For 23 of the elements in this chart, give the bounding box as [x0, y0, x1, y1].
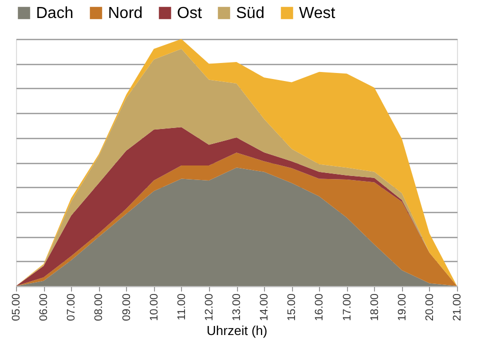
x-tick-label: 10.00	[148, 294, 160, 322]
x-tick-label: 09.00	[120, 294, 133, 322]
legend-label: Ost	[177, 5, 202, 22]
legend-label: West	[299, 5, 336, 22]
x-tick-label: 21.00	[452, 294, 464, 322]
x-axis-title: Uhrzeit (h)	[206, 323, 268, 338]
x-tick-label: 08.00	[93, 294, 106, 322]
x-tick-label: 07.00	[66, 294, 78, 322]
x-tick-label: 20.00	[424, 294, 436, 322]
x-tick-label: 11.00	[176, 294, 188, 320]
legend-label: Süd	[236, 5, 264, 22]
x-tick-label: 17.00	[341, 294, 354, 322]
legend-label: Dach	[36, 5, 74, 22]
x-tick-label: 14.00	[258, 294, 271, 322]
x-tick-label: 15.00	[286, 294, 298, 322]
legend-label: Nord	[108, 5, 143, 22]
x-tick-label: 13.00	[231, 294, 243, 322]
x-tick-label: 05.00	[10, 294, 22, 322]
x-tick-label: 06.00	[38, 294, 50, 322]
x-tick-label: 16.00	[314, 294, 326, 322]
x-tick-label: 19.00	[396, 294, 408, 322]
x-tick-label: 12.00	[203, 294, 216, 322]
x-tick-label: 18.00	[368, 294, 381, 322]
